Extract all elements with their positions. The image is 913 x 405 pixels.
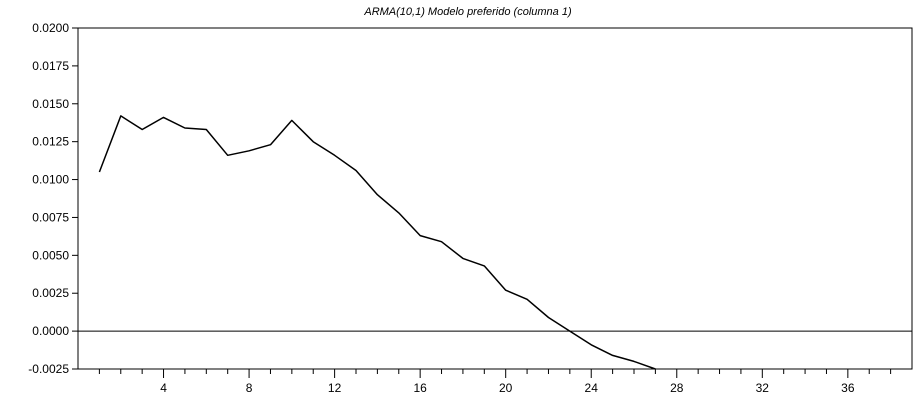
y-tick-label: 0.0200 bbox=[32, 21, 69, 35]
y-tick-label: 0.0150 bbox=[32, 97, 69, 111]
y-axis: 0.0200 0.0175 0.0150 0.0125 0.0100 0.0075 0.00… bbox=[28, 21, 78, 376]
x-tick-label: 4 bbox=[160, 381, 167, 395]
x-axis: 4 8 12 16 20 24 28 32 36 bbox=[98, 369, 892, 395]
x-tick-label: 20 bbox=[499, 381, 513, 395]
x-tick-label: 12 bbox=[328, 381, 342, 395]
x-tick-label: 28 bbox=[670, 381, 684, 395]
y-tick-label: 0.0000 bbox=[32, 324, 69, 338]
plot-frame bbox=[77, 27, 913, 370]
x-tick-label: 16 bbox=[413, 381, 427, 395]
x-tick-label: 32 bbox=[756, 381, 770, 395]
x-tick-label: 24 bbox=[585, 381, 599, 395]
series-line bbox=[98, 115, 656, 370]
y-tick-label: 0.0125 bbox=[32, 135, 69, 149]
y-tick-label: -0.0025 bbox=[28, 362, 69, 376]
y-tick-label: 0.0050 bbox=[32, 248, 69, 262]
y-tick-label: 0.0100 bbox=[32, 173, 69, 187]
y-tick-label: 0.0075 bbox=[32, 210, 69, 224]
x-tick-label: 36 bbox=[841, 381, 855, 395]
y-tick-label: 0.0175 bbox=[32, 59, 69, 73]
x-tick-label: 8 bbox=[246, 381, 253, 395]
y-tick-label: 0.0025 bbox=[32, 286, 69, 300]
chart-title: ARMA(10,1) Modelo preferido (columna 1) bbox=[363, 6, 572, 18]
